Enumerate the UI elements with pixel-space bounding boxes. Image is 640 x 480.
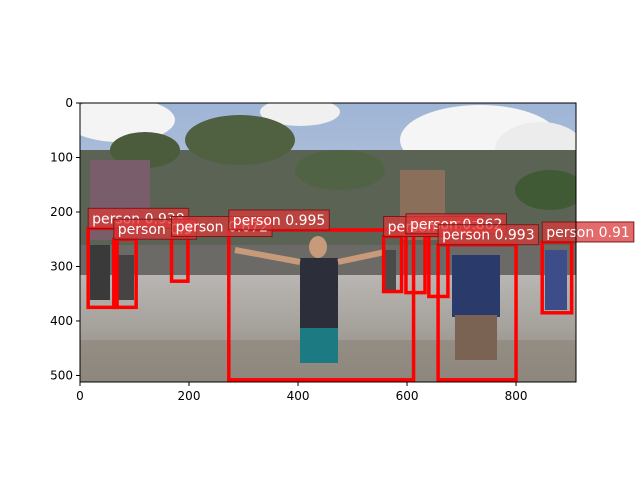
tree-canopy <box>295 150 385 190</box>
side-person <box>384 250 396 290</box>
main-person-arm <box>337 249 386 265</box>
y-tick-label: 500 <box>50 368 73 382</box>
y-tick-label: 400 <box>50 314 73 328</box>
x-tick-label: 200 <box>178 389 201 403</box>
y-tick-label: 300 <box>50 259 73 273</box>
detection-label-background <box>541 221 635 243</box>
x-tick-label: 600 <box>396 389 419 403</box>
axes-frame <box>79 102 577 383</box>
detection-label: person 0.995 <box>228 209 330 231</box>
side-person <box>90 245 110 300</box>
back-person-shorts <box>455 315 497 360</box>
side-person <box>118 255 134 300</box>
y-tick-label: 200 <box>50 205 73 219</box>
x-tick-label: 0 <box>76 389 84 403</box>
side-person <box>545 250 567 310</box>
main-person-torso <box>300 258 338 328</box>
cloud <box>80 103 175 142</box>
detection-label: person 0.91 <box>541 221 635 243</box>
detection-label-background <box>228 209 330 231</box>
main-person-shorts <box>300 328 338 363</box>
back-person-backpack <box>452 255 500 317</box>
cloud <box>260 103 340 126</box>
tree-canopy <box>110 132 180 168</box>
tree-canopy <box>515 170 576 210</box>
y-tick-label: 100 <box>50 150 73 164</box>
x-tick-label: 800 <box>505 389 528 403</box>
detection-label-text: person 0.995 <box>233 213 326 229</box>
y-tick-label: 0 <box>65 96 73 110</box>
detection-label-text: person 0.993 <box>442 228 535 244</box>
x-tick-label: 400 <box>287 389 310 403</box>
detection-label-background <box>437 224 540 246</box>
x-axis-ticks: 0 200 400 600 800 <box>76 382 527 403</box>
tree-canopy <box>185 115 295 165</box>
detection-label: person 0.993 <box>437 224 540 246</box>
y-axis-ticks: 0 100 200 300 400 500 <box>50 96 80 382</box>
detection-label-text: person 0.91 <box>546 225 630 241</box>
main-person-head <box>309 236 327 258</box>
main-person-arm <box>234 247 301 265</box>
